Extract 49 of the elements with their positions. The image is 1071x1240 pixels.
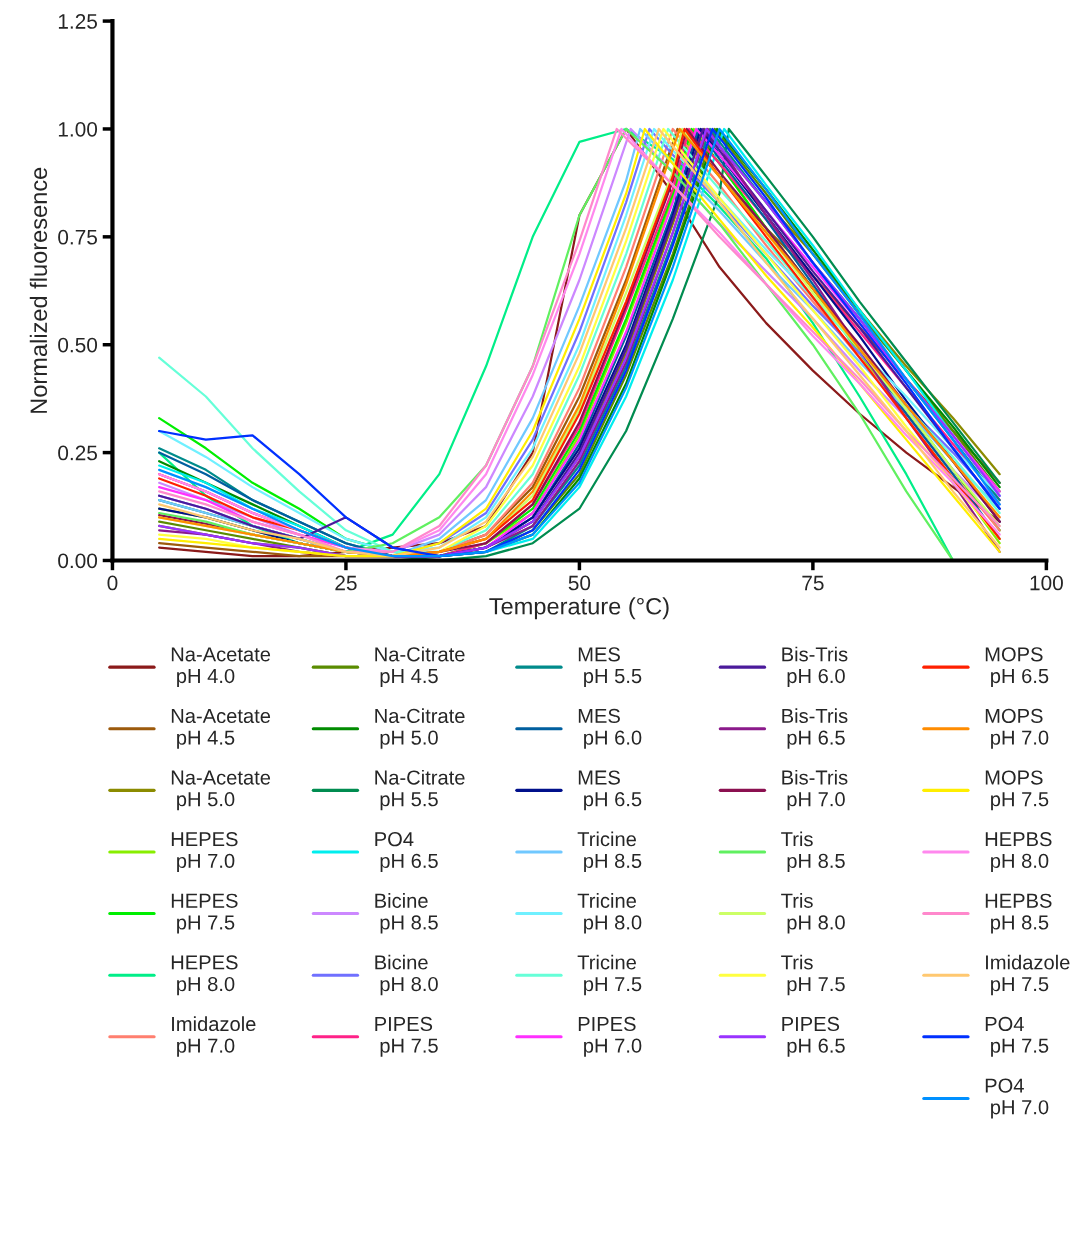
legend-label: Bicine pH 8.5 [375, 893, 438, 934]
legend-label: Imidazole pH 7.5 [986, 954, 1070, 996]
legend-label: MES pH 6.0 [578, 708, 642, 749]
legend-label: Na-Acetate pH 4.5 [171, 709, 271, 749]
legend-label: HEPES pH 7.5 [171, 893, 238, 934]
legend-label: Tricine pH 7.5 [577, 954, 642, 996]
legend-label: Bis-Tris pH 6.0 [782, 646, 848, 688]
legend-label: Na-Citrate pH 5.0 [375, 708, 465, 749]
legend-label: HEPES pH 7.0 [171, 832, 238, 872]
legend-label: Tris pH 8.0 [781, 893, 845, 934]
legend-label: Na-Acetate pH 5.0 [171, 770, 271, 811]
x-tick-label: 100 [1030, 575, 1063, 591]
legend-label: Bis-Tris pH 6.5 [782, 708, 848, 749]
legend-label: Tris pH 8.5 [781, 831, 845, 872]
x-tick-label: 25 [335, 575, 357, 591]
legend-label: Imidazole pH 7.0 [172, 1016, 256, 1057]
legend-label: Tricine pH 8.5 [577, 831, 642, 872]
y-axis-title: Normalized fluoresence [29, 167, 48, 413]
y-tick-label: 0.75 [58, 229, 97, 245]
y-tick-label: 0.00 [58, 553, 98, 569]
legend-label: HEPES pH 8.0 [171, 955, 238, 996]
legend-label: MOPS pH 6.5 [985, 647, 1049, 688]
legend-label: Bicine pH 8.0 [375, 954, 438, 996]
legend-label: Tricine pH 8.0 [577, 893, 642, 934]
y-tick-label: 0.50 [58, 337, 98, 353]
y-tick-label: 0.25 [58, 445, 97, 461]
legend-label: Na-Acetate pH 4.0 [171, 647, 271, 688]
x-tick-label: 50 [568, 575, 591, 591]
y-tick-label: 1.25 [58, 14, 97, 29]
legend-label: Tris pH 7.5 [781, 954, 845, 996]
legend-label: MES pH 6.5 [578, 770, 642, 811]
legend-label: Na-Citrate pH 5.5 [375, 769, 465, 811]
legend-label: Na-Citrate pH 4.5 [375, 646, 465, 688]
x-tick-label: 0 [107, 575, 118, 591]
legend-label: PIPES pH 6.5 [782, 1016, 845, 1057]
legend-label: HEPBS pH 8.5 [985, 893, 1052, 934]
legend-label: MES pH 5.5 [578, 647, 642, 688]
legend-label: HEPBS pH 8.0 [985, 832, 1052, 872]
x-tick-label: 75 [802, 575, 824, 591]
x-axis-title: Temperature (°C) [489, 597, 669, 620]
legend-label: PIPES pH 7.5 [375, 1016, 438, 1057]
y-tick-label: 1.00 [58, 121, 98, 137]
legend-label: PIPES pH 7.0 [578, 1016, 642, 1057]
legend-label: PO4 pH 7.5 [985, 1016, 1049, 1057]
legend-label: PO4 pH 7.0 [985, 1078, 1049, 1119]
legend-label: MOPS pH 7.0 [985, 708, 1049, 749]
legend-label: PO4 pH 6.5 [375, 832, 438, 872]
legend-label: MOPS pH 7.5 [985, 770, 1049, 811]
legend-label: Bis-Tris pH 7.0 [782, 769, 848, 811]
